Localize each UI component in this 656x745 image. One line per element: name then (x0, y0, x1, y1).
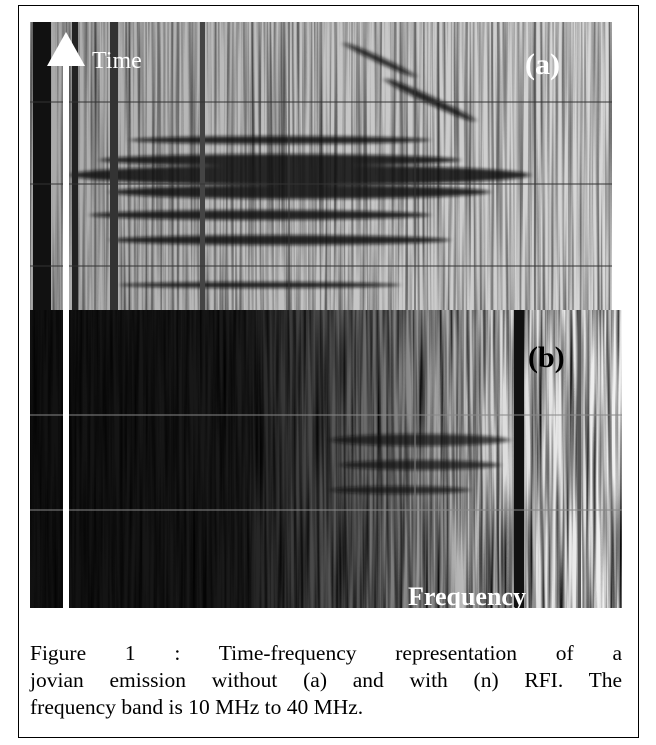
panel-a (30, 22, 612, 310)
axes-arrows (44, 32, 620, 640)
caption-line: Figure 1 : Time-frequency representation… (30, 641, 622, 665)
figure-frame (18, 5, 639, 738)
panel-b (30, 310, 622, 608)
panel-a-label: (a) (525, 48, 560, 81)
panel-b-label: (b) (528, 341, 565, 374)
frequency-label: Frequency (408, 582, 526, 611)
time-label: Time (92, 48, 142, 74)
caption: Figure 1 : Time-frequency representation… (30, 640, 622, 721)
figure: Time (a) (b) Frequency (30, 22, 622, 640)
caption-line: jovian emission without (a) and with (n)… (30, 668, 622, 692)
caption-line: frequency band is 10 MHz to 40 MHz. (30, 695, 364, 719)
